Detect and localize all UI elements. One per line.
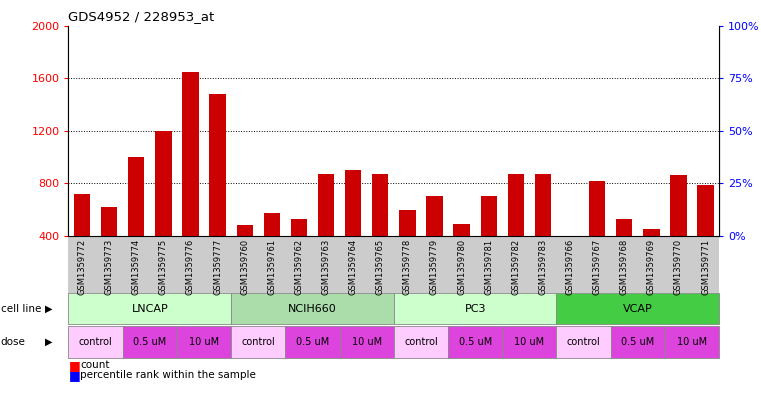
Text: ■: ■ — [68, 369, 80, 382]
Point — [320, 56, 332, 62]
Text: cell line: cell line — [1, 303, 41, 314]
Bar — [101, 207, 117, 288]
Point — [673, 52, 685, 58]
Bar — [670, 175, 686, 288]
Point — [158, 48, 170, 54]
Text: PC3: PC3 — [464, 303, 486, 314]
Bar — [128, 157, 145, 288]
Text: LNCAP: LNCAP — [132, 303, 168, 314]
Point — [645, 60, 658, 66]
Text: 0.5 uM: 0.5 uM — [621, 337, 654, 347]
Point — [266, 60, 278, 66]
Point — [537, 54, 549, 60]
Point — [212, 39, 224, 46]
Bar — [400, 209, 416, 288]
Point — [428, 58, 441, 64]
Point — [699, 54, 712, 60]
Text: NCIH660: NCIH660 — [288, 303, 337, 314]
Point — [184, 39, 196, 46]
Point — [130, 50, 142, 56]
Text: ▶: ▶ — [45, 337, 53, 347]
Bar — [74, 194, 90, 288]
Text: control: control — [241, 337, 275, 347]
Text: GDS4952 / 228953_at: GDS4952 / 228953_at — [68, 10, 215, 23]
Bar — [481, 196, 497, 288]
Text: control: control — [567, 337, 600, 347]
Bar — [237, 225, 253, 288]
Bar — [697, 185, 714, 288]
Bar — [643, 229, 660, 288]
Point — [482, 58, 495, 64]
Point — [76, 58, 88, 64]
Point — [591, 58, 603, 64]
Text: 10 uM: 10 uM — [677, 337, 707, 347]
Point — [293, 58, 305, 64]
Point — [401, 60, 413, 66]
Bar — [345, 170, 361, 288]
Bar — [508, 174, 524, 288]
Text: ■: ■ — [68, 359, 80, 372]
Bar — [372, 174, 388, 288]
Bar — [616, 219, 632, 288]
Bar — [318, 174, 334, 288]
Bar — [426, 196, 443, 288]
Bar — [264, 213, 280, 288]
Bar — [589, 181, 605, 288]
Point — [564, 60, 576, 66]
Bar — [535, 174, 551, 288]
Text: ▶: ▶ — [45, 303, 53, 314]
Text: VCAP: VCAP — [623, 303, 653, 314]
Text: 0.5 uM: 0.5 uM — [459, 337, 492, 347]
Bar — [291, 219, 307, 288]
Text: 0.5 uM: 0.5 uM — [133, 337, 167, 347]
Bar — [183, 72, 199, 288]
Text: control: control — [404, 337, 438, 347]
Bar — [562, 239, 578, 288]
Text: count: count — [80, 360, 110, 371]
Text: dose: dose — [1, 337, 26, 347]
Text: 10 uM: 10 uM — [189, 337, 219, 347]
Point — [510, 56, 522, 62]
Point — [239, 64, 251, 71]
Bar — [155, 130, 171, 288]
Bar — [454, 224, 470, 288]
Point — [456, 60, 468, 66]
Point — [103, 69, 115, 75]
Text: 10 uM: 10 uM — [514, 337, 544, 347]
Point — [347, 52, 359, 58]
Text: percentile rank within the sample: percentile rank within the sample — [80, 370, 256, 380]
Point — [618, 58, 630, 64]
Text: 10 uM: 10 uM — [352, 337, 382, 347]
Bar — [209, 94, 226, 288]
Point — [374, 54, 387, 60]
Text: 0.5 uM: 0.5 uM — [296, 337, 329, 347]
Text: control: control — [78, 337, 113, 347]
